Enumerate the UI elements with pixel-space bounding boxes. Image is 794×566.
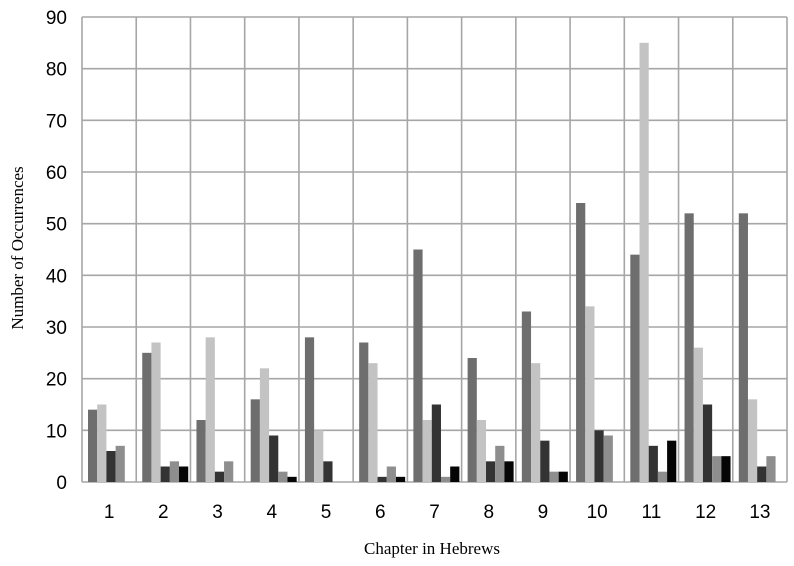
bar <box>386 466 396 482</box>
bar <box>531 363 541 482</box>
bar <box>250 399 260 482</box>
bar <box>450 466 460 482</box>
bar <box>504 461 514 482</box>
y-tick-label: 30 <box>46 318 67 339</box>
bar <box>224 461 234 482</box>
bar <box>160 466 170 482</box>
bar <box>205 337 215 482</box>
bar <box>486 461 496 482</box>
y-tick-labels: 0 10 20 30 40 50 60 70 80 90 <box>46 8 67 494</box>
x-tick-label: 8 <box>483 502 494 523</box>
bar <box>667 440 677 482</box>
bar <box>757 466 767 482</box>
bar <box>594 430 604 482</box>
bar <box>440 476 451 482</box>
bar <box>693 347 703 482</box>
bar <box>657 471 668 482</box>
bar <box>648 445 658 482</box>
bar <box>359 342 369 482</box>
y-tick-label: 60 <box>46 163 67 184</box>
bar <box>115 445 125 482</box>
bar <box>88 409 98 482</box>
x-tick-label: 12 <box>695 502 716 523</box>
bar <box>304 337 315 482</box>
bar <box>467 358 477 482</box>
bar <box>766 456 776 482</box>
bar <box>314 430 324 482</box>
bar <box>540 440 550 482</box>
bar <box>377 476 387 482</box>
bar <box>721 456 731 482</box>
x-tick-label: 5 <box>321 502 332 523</box>
bar <box>169 461 180 482</box>
y-tick-label: 90 <box>46 8 67 29</box>
bar <box>630 254 640 482</box>
bar <box>422 420 432 482</box>
bar <box>558 471 568 482</box>
bar <box>684 213 694 483</box>
x-tick-label: 9 <box>538 502 549 523</box>
x-tick-label: 13 <box>749 502 770 523</box>
y-tick-label: 0 <box>56 473 67 494</box>
bar <box>368 363 378 482</box>
y-tick-label: 40 <box>46 266 67 287</box>
bar <box>576 203 586 482</box>
gridlines <box>81 16 788 483</box>
bar <box>214 471 225 482</box>
x-tick-label: 1 <box>104 502 115 523</box>
y-axis-title: Number of Occurrences <box>8 166 27 329</box>
bar <box>323 461 333 482</box>
x-tick-label: 7 <box>429 502 440 523</box>
y-tick-label: 50 <box>46 215 67 236</box>
bar <box>738 213 748 483</box>
y-tick-label: 20 <box>46 370 67 391</box>
x-tick-label: 3 <box>212 502 223 523</box>
y-tick-label: 80 <box>46 60 67 81</box>
bar <box>431 404 441 482</box>
bar <box>142 352 152 482</box>
bar <box>97 404 107 482</box>
bar <box>287 476 297 482</box>
bar <box>585 306 595 482</box>
bar <box>278 471 288 482</box>
bar <box>269 435 279 482</box>
x-axis-title: Chapter in Hebrews <box>364 539 500 558</box>
bar <box>521 311 532 482</box>
bar <box>196 420 206 482</box>
bar <box>413 249 423 482</box>
bar <box>549 471 559 482</box>
bar <box>259 368 270 482</box>
bar <box>179 466 189 482</box>
bars <box>88 42 776 483</box>
bar <box>151 342 161 482</box>
bar <box>747 399 758 482</box>
x-tick-label: 6 <box>375 502 386 523</box>
bar <box>495 445 505 482</box>
y-tick-label: 10 <box>46 421 67 442</box>
bar <box>395 476 406 482</box>
bar <box>106 451 116 482</box>
bar <box>639 42 649 482</box>
bar <box>476 420 487 482</box>
x-tick-label: 11 <box>642 502 662 523</box>
bar <box>603 435 613 482</box>
x-tick-label: 4 <box>267 502 278 523</box>
x-tick-label: 10 <box>587 502 608 523</box>
x-tick-labels: 1 2 3 4 5 6 7 8 9 10 11 12 13 <box>104 502 771 523</box>
bar <box>702 404 713 482</box>
y-tick-label: 70 <box>46 111 67 132</box>
bar <box>712 456 722 482</box>
x-tick-label: 2 <box>158 502 169 523</box>
